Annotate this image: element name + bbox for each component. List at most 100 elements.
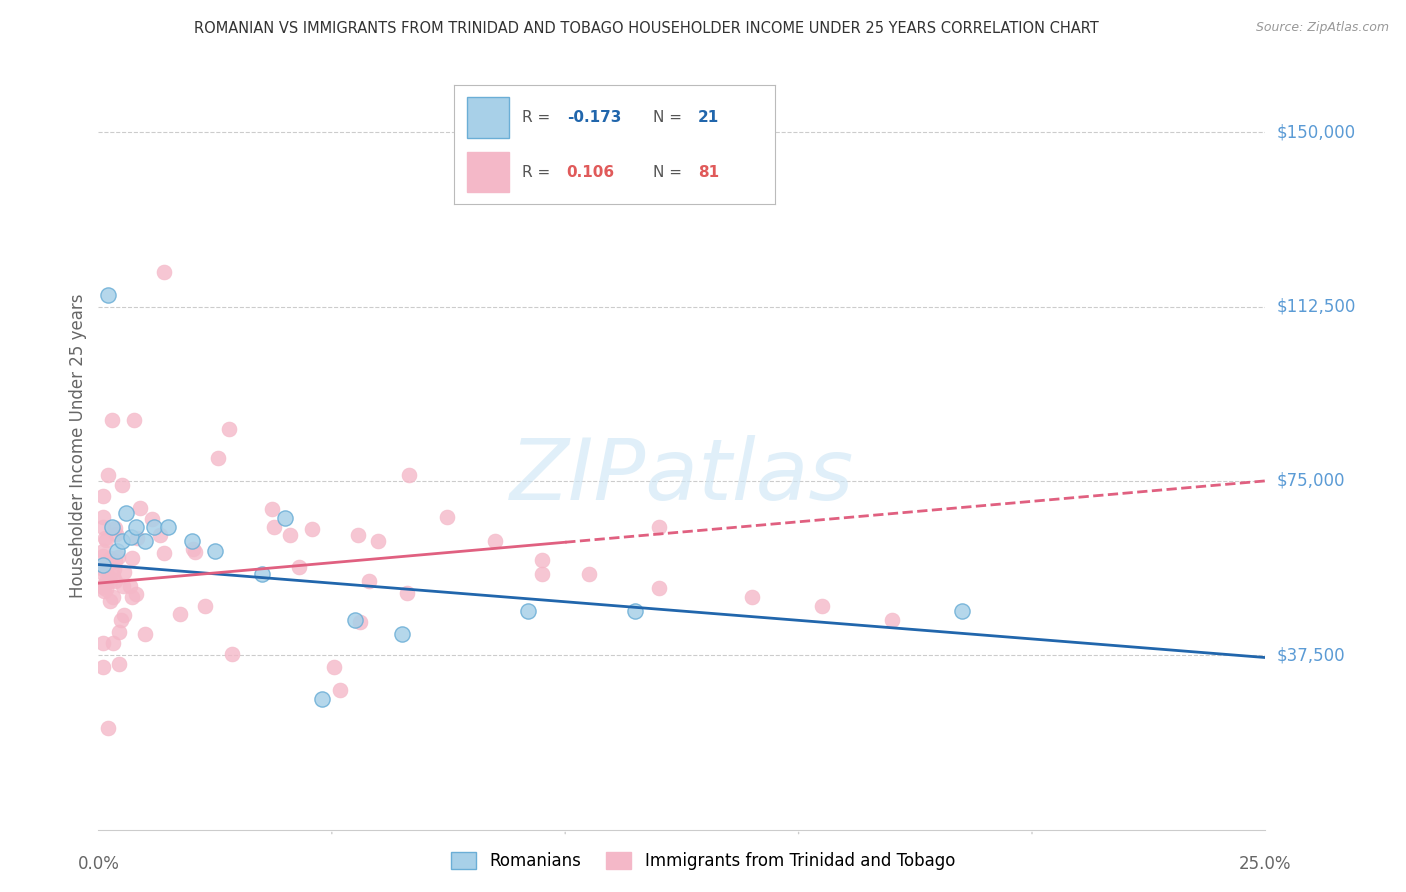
Point <box>97 570 120 584</box>
Point <box>98 594 121 608</box>
Point <box>624 604 647 618</box>
Point <box>108 657 131 671</box>
Point <box>391 627 413 641</box>
Point <box>349 615 371 629</box>
Point <box>134 627 156 641</box>
Point <box>105 527 128 541</box>
Point <box>395 586 418 600</box>
Point <box>121 551 143 566</box>
Point <box>121 590 143 604</box>
Text: 25.0%: 25.0% <box>1239 855 1292 872</box>
Point <box>91 489 114 503</box>
Point <box>149 528 172 542</box>
Point <box>301 522 323 536</box>
Text: Source: ZipAtlas.com: Source: ZipAtlas.com <box>1256 21 1389 34</box>
Point <box>329 683 352 698</box>
Point <box>180 534 202 549</box>
Point <box>221 647 243 661</box>
Point <box>398 468 420 483</box>
Point <box>367 534 389 549</box>
Y-axis label: Householder Income Under 25 years: Householder Income Under 25 years <box>69 293 87 599</box>
Point <box>516 604 538 618</box>
Point <box>647 520 669 534</box>
Point <box>184 544 207 558</box>
Point <box>103 562 125 576</box>
Text: $150,000: $150,000 <box>1277 123 1355 141</box>
Point <box>263 520 285 534</box>
Text: $112,500: $112,500 <box>1277 298 1355 316</box>
Point <box>103 569 125 583</box>
Point <box>101 413 124 427</box>
Point <box>91 566 114 580</box>
Point <box>741 590 763 604</box>
Point <box>530 553 553 567</box>
Point <box>122 412 145 426</box>
Point <box>91 579 114 593</box>
Point <box>91 543 114 558</box>
Point <box>311 692 333 706</box>
Point <box>530 566 553 581</box>
Point <box>91 558 114 573</box>
Point <box>578 566 600 581</box>
Point <box>134 534 156 549</box>
Text: ZIPatlas: ZIPatlas <box>510 435 853 518</box>
Point <box>344 613 367 627</box>
Point <box>152 265 174 279</box>
Point <box>97 467 120 482</box>
Point <box>484 534 506 549</box>
Point <box>218 421 240 435</box>
Point <box>157 520 180 534</box>
Point <box>143 520 166 534</box>
Point <box>110 614 132 628</box>
Point <box>278 528 301 542</box>
Point <box>250 566 273 581</box>
Point <box>94 531 117 545</box>
Point <box>91 562 114 576</box>
Point <box>262 502 284 516</box>
Point <box>125 587 148 601</box>
Point <box>100 555 122 569</box>
Point <box>108 625 131 640</box>
Point <box>91 509 114 524</box>
Point <box>115 507 138 521</box>
Point <box>94 582 117 597</box>
Point <box>950 604 973 618</box>
Point <box>93 520 115 534</box>
Point <box>105 543 128 558</box>
Point <box>107 549 129 564</box>
Point <box>104 521 127 535</box>
Point <box>94 574 117 588</box>
Point <box>647 581 669 595</box>
Point <box>94 533 117 548</box>
Point <box>91 636 114 650</box>
Point <box>91 549 114 563</box>
Point <box>169 607 191 621</box>
Point <box>347 528 370 542</box>
Point <box>322 659 344 673</box>
Point <box>111 478 134 492</box>
Point <box>204 543 226 558</box>
Text: ROMANIAN VS IMMIGRANTS FROM TRINIDAD AND TOBAGO HOUSEHOLDER INCOME UNDER 25 YEAR: ROMANIAN VS IMMIGRANTS FROM TRINIDAD AND… <box>194 21 1099 36</box>
Point <box>141 512 163 526</box>
Point <box>811 599 834 614</box>
Point <box>194 599 217 613</box>
Point <box>207 450 229 465</box>
Point <box>98 574 121 589</box>
Point <box>101 520 124 534</box>
Point <box>101 636 124 650</box>
Point <box>97 288 120 302</box>
Point <box>91 580 114 594</box>
Point <box>98 551 121 566</box>
Point <box>436 509 458 524</box>
Text: $37,500: $37,500 <box>1277 646 1346 665</box>
Point <box>91 558 114 572</box>
Point <box>288 559 311 574</box>
Point <box>91 660 114 674</box>
Point <box>125 520 148 534</box>
Point <box>274 511 297 525</box>
Point <box>153 546 176 560</box>
Text: 0.0%: 0.0% <box>77 855 120 872</box>
Point <box>112 565 135 579</box>
Point <box>112 579 135 593</box>
Legend: Romanians, Immigrants from Trinidad and Tobago: Romanians, Immigrants from Trinidad and … <box>444 845 962 877</box>
